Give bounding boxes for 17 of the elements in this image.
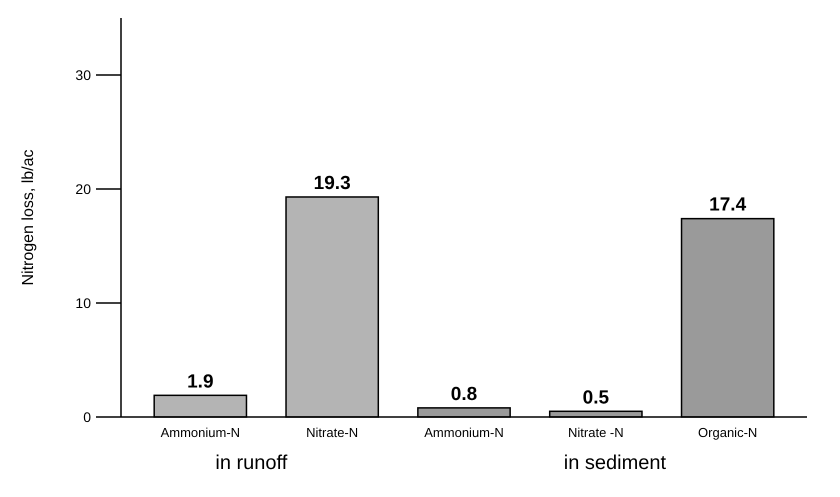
x-tick-label: Ammonium-N	[160, 425, 240, 440]
data-label: 1.9	[187, 371, 214, 392]
y-tick-label: 30	[75, 66, 92, 83]
text: in sediment	[564, 452, 666, 474]
y-tick-label: 10	[75, 294, 92, 311]
x-tick-label: Organic-N	[698, 425, 758, 440]
x-tick-label: Nitrate -N	[568, 425, 624, 440]
data-label: 17.4	[709, 194, 747, 216]
data-label: 19.3	[314, 172, 351, 194]
text: in runoff	[215, 452, 288, 474]
x-tick-label: Ammonium-N	[424, 425, 504, 440]
y-axis-title: Nitrogen loss, lb/ac	[20, 149, 37, 286]
y-tick-label: 20	[75, 180, 92, 197]
y-tick-label: 0	[83, 408, 92, 425]
data-label: 0.5	[582, 387, 610, 408]
x-tick-label: Nitrate-N	[306, 425, 358, 440]
data-label: 0.8	[450, 384, 478, 405]
